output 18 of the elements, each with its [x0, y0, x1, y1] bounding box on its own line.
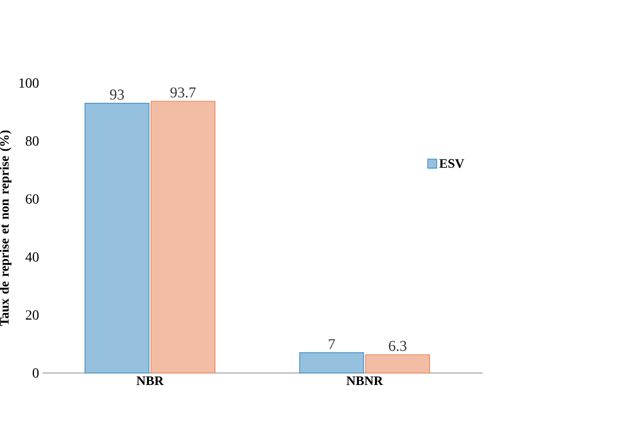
data-label: 6.3 [388, 340, 406, 352]
data-label: 93 [110, 90, 124, 100]
bar [365, 354, 430, 374]
x-tick-label: NBNR [346, 376, 384, 386]
bar [84, 102, 150, 374]
data-label: 93.7 [170, 87, 196, 98]
y-tick-label: 60 [26, 194, 39, 204]
y-tick-label: 40 [25, 252, 39, 262]
data-label: 7 [328, 339, 335, 349]
x-tick-label: NBR [136, 376, 164, 386]
y-tick-label: 0 [32, 368, 39, 378]
y-tick-label: 80 [26, 136, 39, 146]
legend-label: ESV [439, 159, 464, 168]
y-axis-title: Taux de reprise et non reprise (%) [0, 130, 12, 326]
bar [150, 100, 216, 374]
y-tick-label: 100 [19, 78, 39, 88]
bar [299, 352, 364, 374]
y-tick-label: 20 [26, 310, 39, 320]
